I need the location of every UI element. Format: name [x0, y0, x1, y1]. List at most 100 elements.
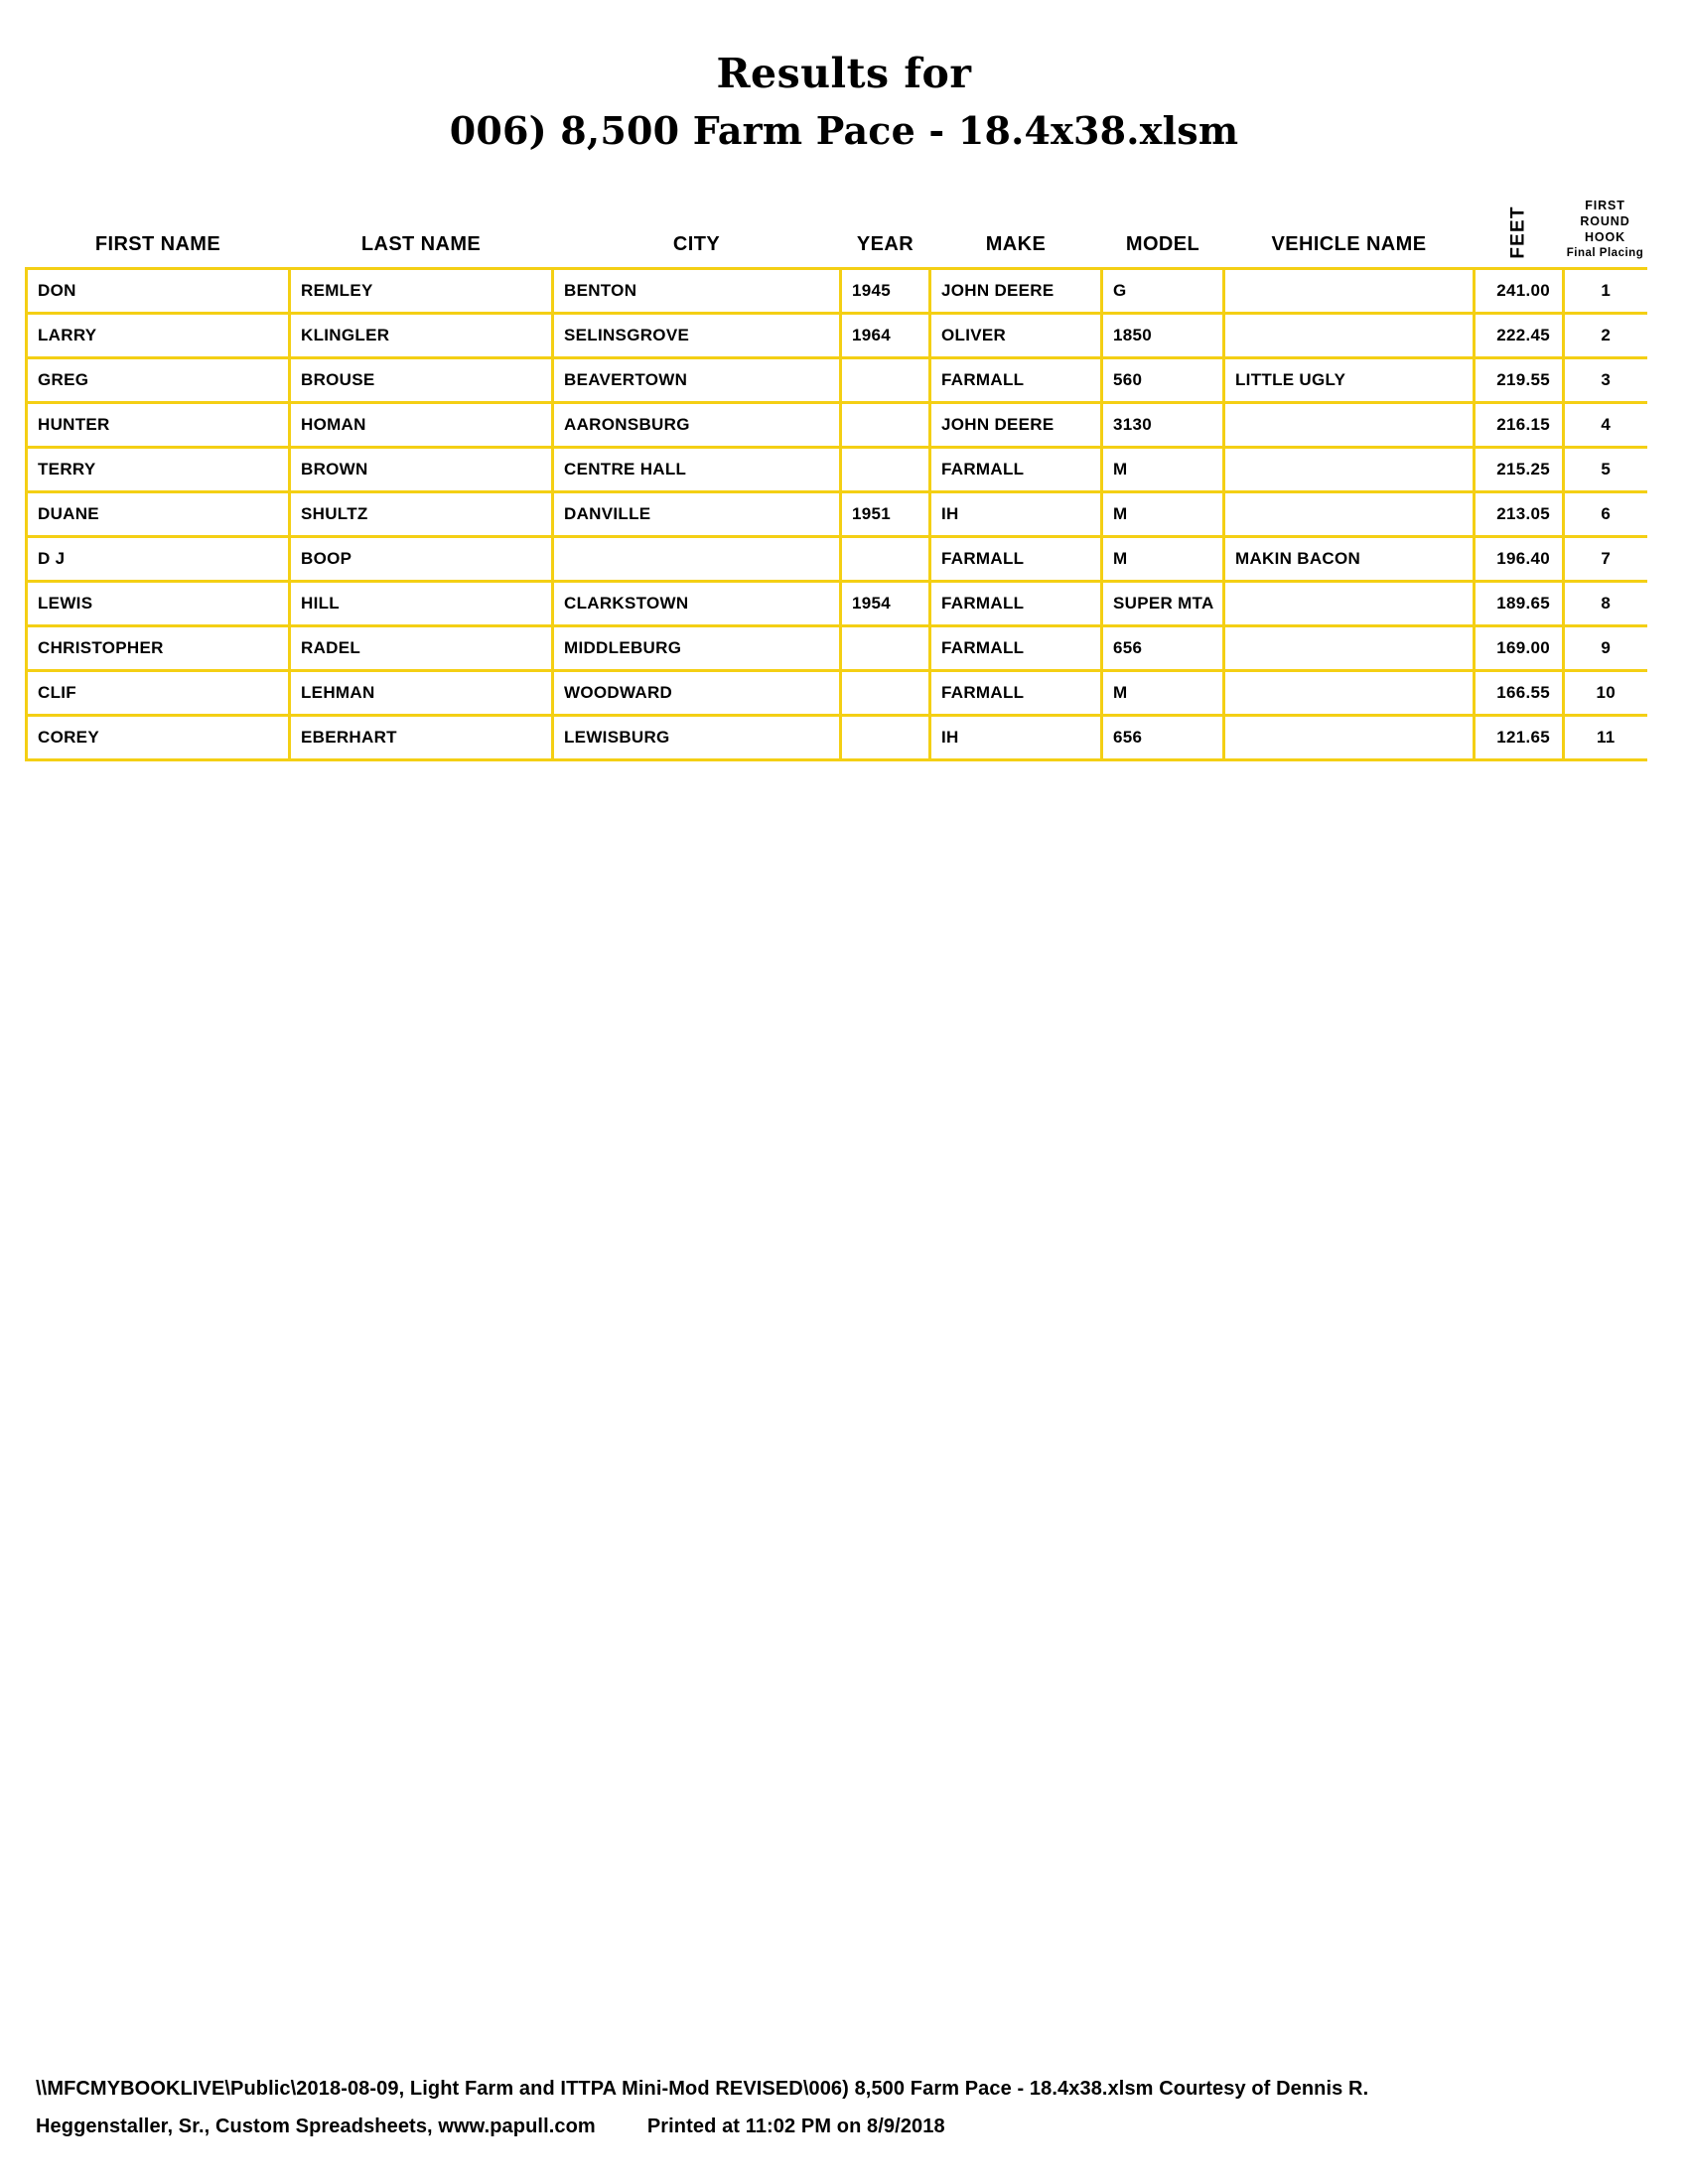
footer-printed-timestamp: Printed at 11:02 PM on 8/9/2018 [646, 2116, 945, 2137]
table-row: LEWIS HILL CLARKSTOWN 1954 FARMALL SUPER MTA 1… [25, 580, 1647, 627]
cell-final-placing: 6 [1562, 490, 1647, 538]
cell-model: G [1100, 267, 1225, 315]
cell-year [839, 624, 931, 672]
column-header-model: MODEL [1125, 233, 1200, 255]
page-title: Results for 006) 8,500 Farm Pace - 18.4x… [0, 48, 1688, 157]
cell-feet: 213.05 [1473, 490, 1565, 538]
cell-city: CENTRE HALL [551, 446, 842, 493]
cell-year [839, 401, 931, 449]
footer-line-1: \\MFCMYBOOKLIVE\Public\2018-08-09, Light… [36, 2078, 1369, 2100]
cell-year [839, 714, 931, 761]
cell-year [839, 356, 931, 404]
column-header-year: YEAR [856, 233, 914, 255]
cell-final-placing: 4 [1562, 401, 1647, 449]
cell-last-name: REMLEY [288, 267, 554, 315]
cell-model: 656 [1100, 624, 1225, 672]
cell-make: FARMALL [928, 580, 1103, 627]
cell-vehicle-name [1222, 267, 1476, 315]
column-header-placing-line-3: Final Placing [1566, 247, 1644, 259]
cell-last-name: BROWN [288, 446, 554, 493]
column-header-vehicle-name: VEHICLE NAME [1271, 233, 1427, 255]
cell-first-name: CHRISTOPHER [25, 624, 291, 672]
page-title-line-2: 006) 8,500 Farm Pace - 18.4x38.xlsm [449, 108, 1239, 153]
cell-vehicle-name: LITTLE UGLY [1222, 356, 1476, 404]
cell-first-name: DON [25, 267, 291, 315]
cell-make: FARMALL [928, 669, 1103, 717]
cell-first-name: TERRY [25, 446, 291, 493]
cell-year [839, 669, 931, 717]
cell-vehicle-name [1222, 446, 1476, 493]
table-body: DON REMLEY BENTON 1945 JOHN DEERE G 241.00 1 LAR… [25, 267, 1647, 761]
footer-credit: Heggenstaller, Sr., Custom Spreadsheets,… [36, 2116, 596, 2137]
header-row: FIRST NAME LAST NAME CITY YEAR MAKE MODE… [27, 195, 1647, 269]
table-row: DUANE SHULTZ DANVILLE 1951 IH M 213.05 6 [25, 490, 1647, 538]
column-header-placing-line-2: HOOK [1584, 230, 1626, 244]
cell-make: JOHN DEERE [928, 401, 1103, 449]
cell-make: FARMALL [928, 624, 1103, 672]
cell-make: IH [928, 490, 1103, 538]
cell-make: OLIVER [928, 312, 1103, 359]
cell-final-placing: 9 [1562, 624, 1647, 672]
cell-city: BENTON [551, 267, 842, 315]
column-header-final-placing: FIRST ROUND HOOK Final Placing [1564, 195, 1647, 269]
cell-final-placing: 3 [1562, 356, 1647, 404]
cell-model: M [1100, 535, 1225, 583]
cell-first-name: LEWIS [25, 580, 291, 627]
column-header-last-name: LAST NAME [360, 233, 482, 255]
footer-line-2: Heggenstaller, Sr., Custom Spreadsheets,… [36, 2108, 1664, 2145]
cell-last-name: EBERHART [288, 714, 554, 761]
results-table: FIRST NAME LAST NAME CITY YEAR MAKE MODE… [25, 195, 1647, 761]
cell-final-placing: 7 [1562, 535, 1647, 583]
cell-last-name: BOOP [288, 535, 554, 583]
cell-city: WOODWARD [551, 669, 842, 717]
cell-feet: 222.45 [1473, 312, 1565, 359]
cell-vehicle-name [1222, 401, 1476, 449]
cell-city: CLARKSTOWN [551, 580, 842, 627]
column-header-placing-line-1: FIRST ROUND [1580, 199, 1630, 228]
column-header-make: MAKE [985, 233, 1047, 255]
cell-make: FARMALL [928, 535, 1103, 583]
cell-model: M [1100, 669, 1225, 717]
feet-rotated-wrapper: FEET [1475, 204, 1564, 261]
table-row: DON REMLEY BENTON 1945 JOHN DEERE G 241.00 1 [25, 267, 1647, 315]
cell-last-name: BROUSE [288, 356, 554, 404]
document-footer: \\MFCMYBOOKLIVE\Public\2018-08-09, Light… [36, 2070, 1664, 2145]
cell-first-name: CLIF [25, 669, 291, 717]
cell-make: FARMALL [928, 446, 1103, 493]
column-header-feet: FEET [1475, 195, 1564, 269]
cell-feet: 169.00 [1473, 624, 1565, 672]
cell-last-name: LEHMAN [288, 669, 554, 717]
cell-first-name: LARRY [25, 312, 291, 359]
cell-year: 1951 [839, 490, 931, 538]
cell-city: MIDDLEBURG [551, 624, 842, 672]
cell-vehicle-name [1222, 312, 1476, 359]
cell-vehicle-name [1222, 490, 1476, 538]
cell-make: FARMALL [928, 356, 1103, 404]
cell-first-name: DUANE [25, 490, 291, 538]
cell-final-placing: 8 [1562, 580, 1647, 627]
cell-city: AARONSBURG [551, 401, 842, 449]
cell-model: 1850 [1100, 312, 1225, 359]
cell-year [839, 535, 931, 583]
cell-feet: 121.65 [1473, 714, 1565, 761]
cell-city: BEAVERTOWN [551, 356, 842, 404]
cell-make: JOHN DEERE [928, 267, 1103, 315]
cell-vehicle-name: MAKIN BACON [1222, 535, 1476, 583]
cell-last-name: KLINGLER [288, 312, 554, 359]
cell-final-placing: 5 [1562, 446, 1647, 493]
cell-vehicle-name [1222, 624, 1476, 672]
cell-last-name: HILL [288, 580, 554, 627]
cell-year: 1964 [839, 312, 931, 359]
page-title-line-1: Results for [716, 50, 972, 97]
table-row: HUNTER HOMAN AARONSBURG JOHN DEERE 3130 216.1… [25, 401, 1647, 449]
cell-model: 656 [1100, 714, 1225, 761]
cell-feet: 241.00 [1473, 267, 1565, 315]
cell-feet: 215.25 [1473, 446, 1565, 493]
cell-city: DANVILLE [551, 490, 842, 538]
cell-make: IH [928, 714, 1103, 761]
cell-first-name: GREG [25, 356, 291, 404]
column-header-first-name: FIRST NAME [94, 233, 221, 255]
cell-first-name: D J [25, 535, 291, 583]
cell-year: 1945 [839, 267, 931, 315]
cell-last-name: HOMAN [288, 401, 554, 449]
